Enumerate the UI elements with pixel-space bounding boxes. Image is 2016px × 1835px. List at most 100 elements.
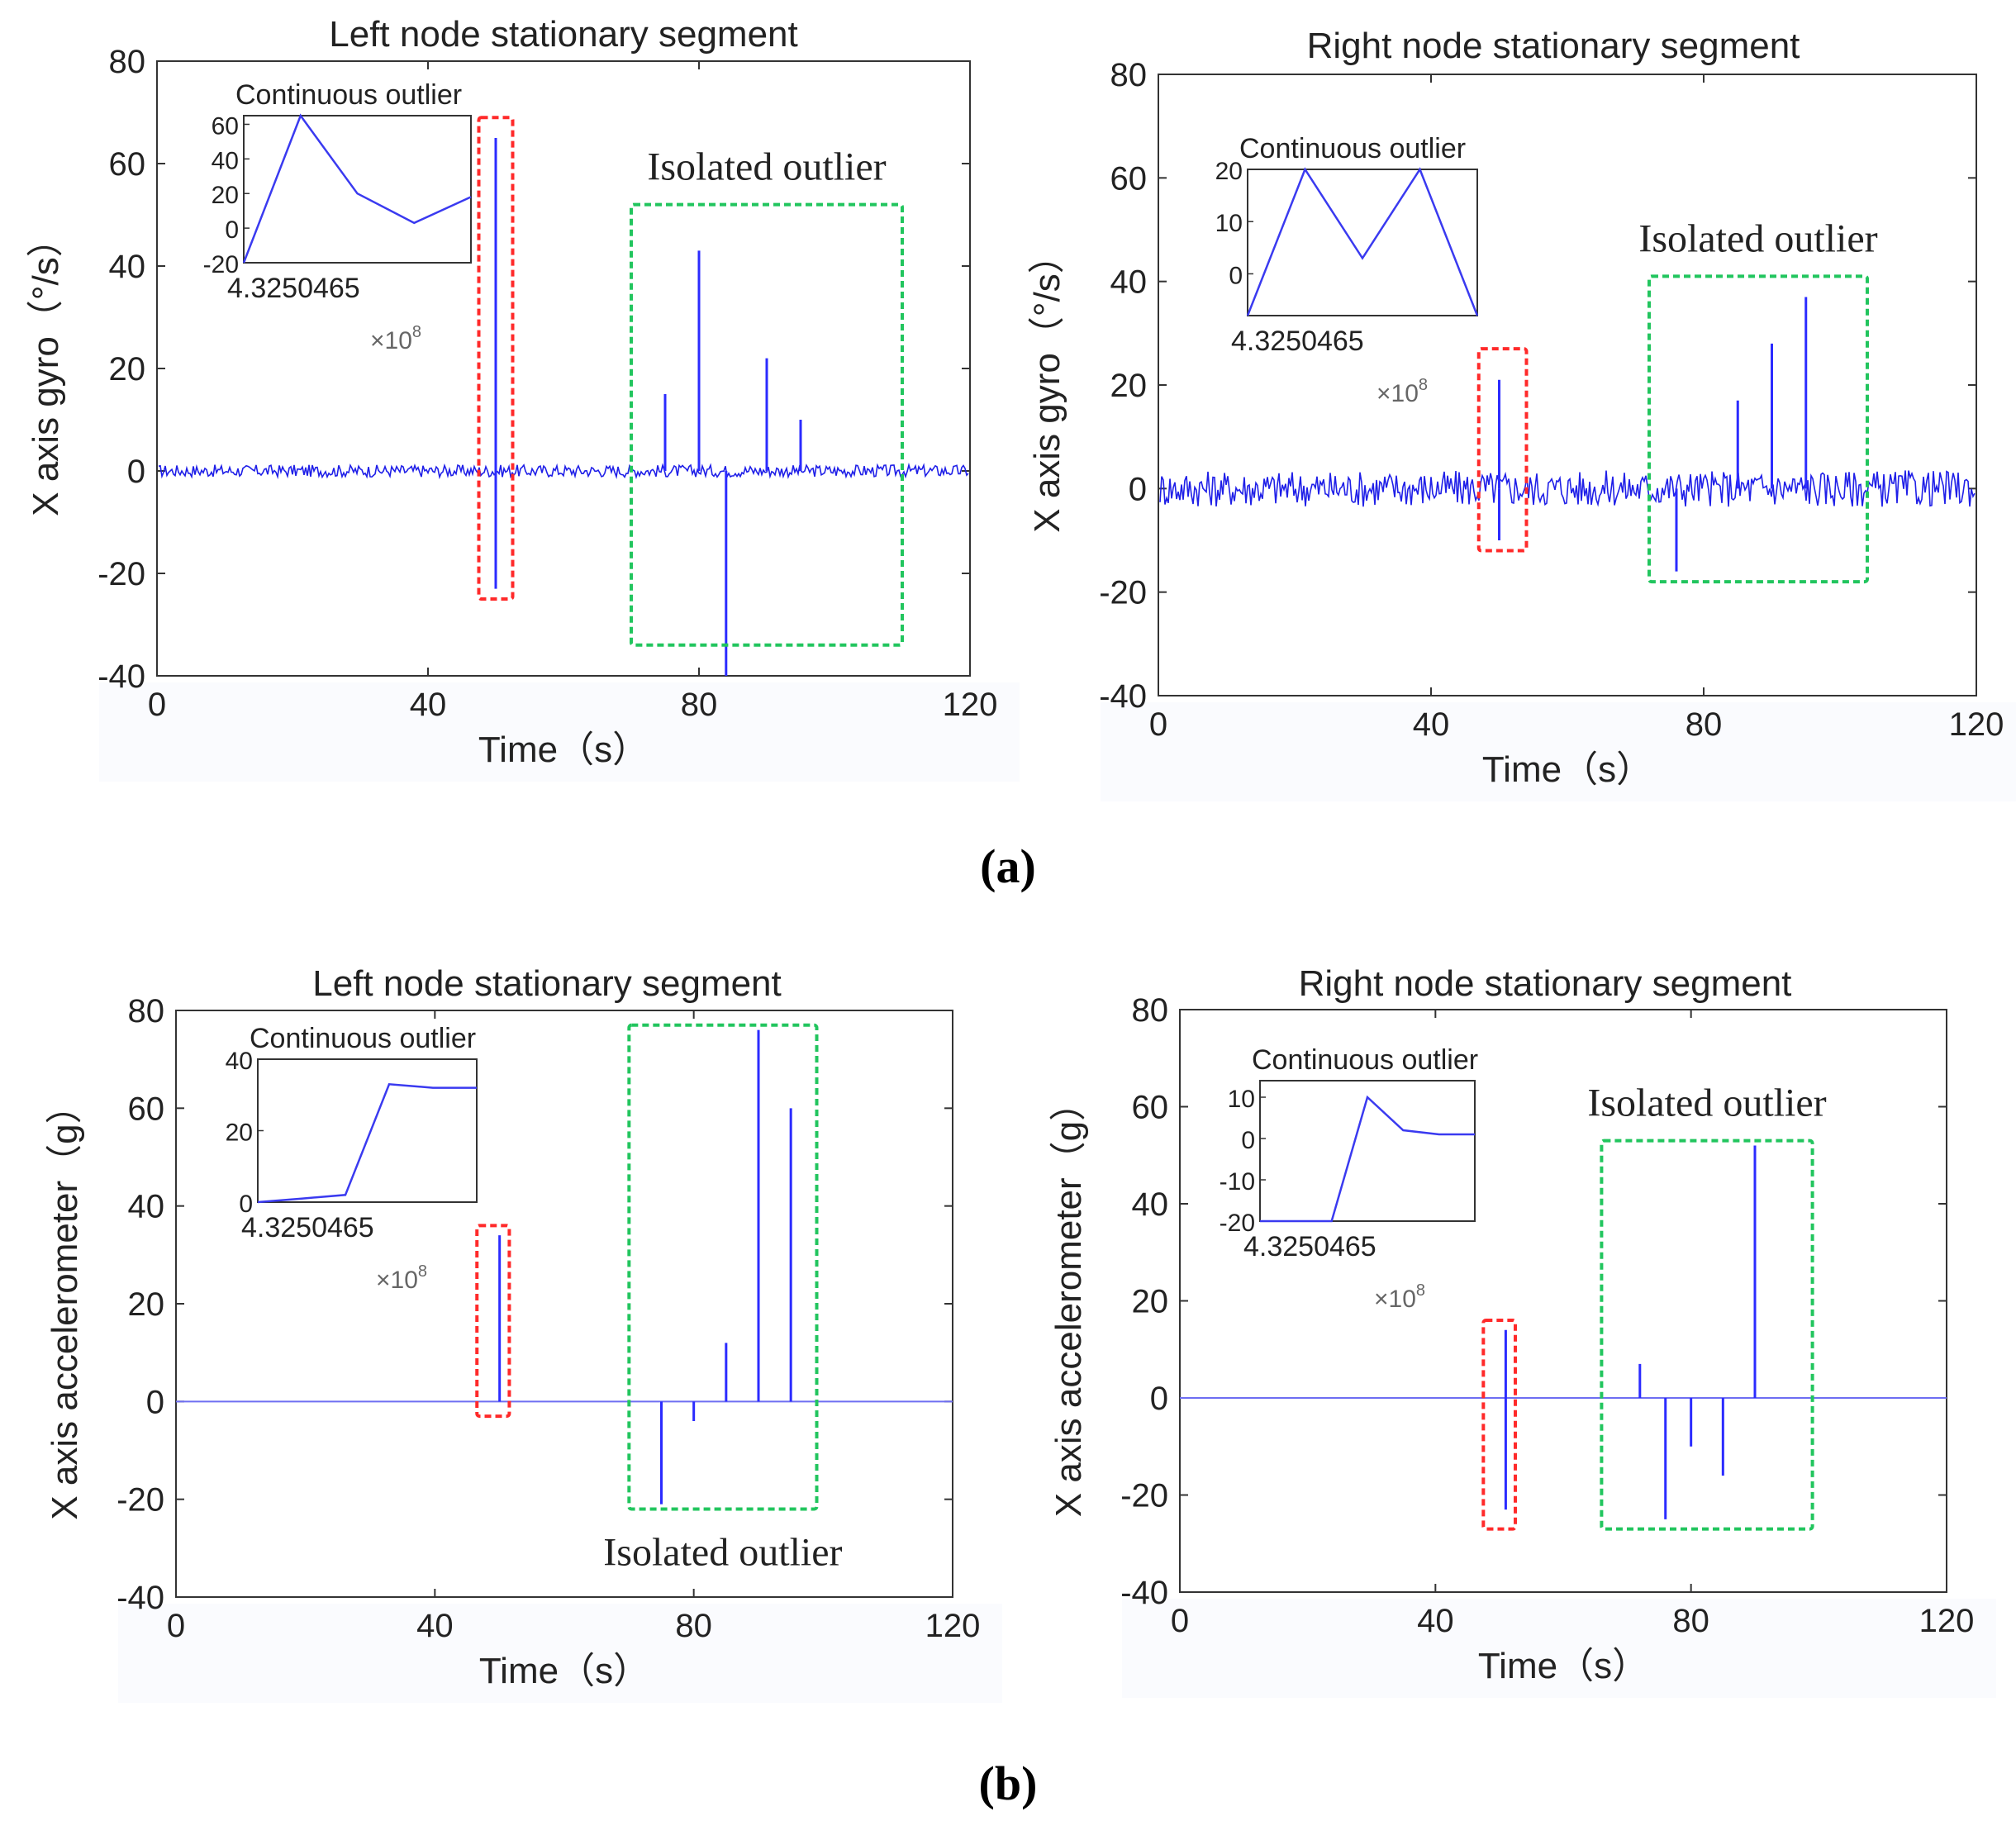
x-tick-label: 40 [1417, 1603, 1454, 1639]
y-tick-label: 60 [1132, 1090, 1169, 1126]
inset-frame [243, 115, 472, 264]
y-axis-label: X axis accelerometer（g） [1048, 1085, 1089, 1517]
chart-title: Left node stationary segment [312, 963, 781, 1004]
inset-y-tick-label: 20 [226, 1120, 253, 1147]
inset-frame [257, 1058, 478, 1203]
inset-y-tick-label: 0 [225, 216, 239, 244]
y-tick-label: 80 [1110, 57, 1148, 93]
continuous-outlier-box [1481, 1319, 1518, 1531]
y-tick-label: 60 [1110, 160, 1148, 197]
y-tick-label: 60 [109, 146, 146, 183]
y-tick-label: 20 [109, 351, 146, 387]
panel-label-b: (b) [978, 1757, 1038, 1810]
inset-x-label: 4.3250465 [241, 1212, 374, 1243]
x-axis-label: Time（s） [1482, 749, 1652, 790]
continuous-outlier-box [1476, 347, 1529, 553]
y-tick-label: 40 [128, 1189, 165, 1225]
y-tick-label: 20 [1110, 368, 1148, 404]
inset-frame [1247, 169, 1478, 316]
isolated-outlier-box [1600, 1139, 1814, 1531]
inset-y-tick-label: 40 [226, 1048, 253, 1075]
inset-title: Continuous outlier [235, 79, 462, 111]
chart-2: Right node stationary segment -40 -20 0 20 40… [1027, 26, 2016, 801]
y-tick-label: 40 [1132, 1186, 1169, 1223]
y-tick-label: 40 [1110, 264, 1148, 301]
y-tick-label: -20 [116, 1482, 164, 1519]
inset-y-tick-label: 0 [1229, 262, 1243, 289]
isolated-outlier-box [627, 1023, 819, 1511]
axis-background [99, 682, 1020, 782]
inset-y-tick-label: 0 [239, 1191, 253, 1218]
y-tick-label: 0 [1150, 1381, 1168, 1417]
inset-y-tick-label: 40 [212, 147, 239, 174]
isolated-outlier-label: Isolated outlier [603, 1531, 842, 1575]
x-tick-label: 120 [925, 1608, 981, 1644]
inset-y-tick-label: -20 [1220, 1210, 1255, 1237]
x-tick-label: 0 [1171, 1603, 1189, 1639]
y-tick-label: 80 [1132, 992, 1169, 1029]
chart-1: Left node stationary segment -40 -20 0 20 40 6… [26, 14, 1020, 782]
isolated-outlier-label: Isolated outlier [647, 145, 886, 189]
chart-4: Right node stationary segment -40 -20 0 20 40… [1048, 963, 1996, 1698]
y-tick-label: -40 [1099, 678, 1147, 715]
inset-y-tick-label: 20 [212, 182, 239, 209]
inset-title: Continuous outlier [1252, 1044, 1478, 1076]
x-tick-label: 0 [167, 1608, 185, 1644]
inset-y-tick-label: 60 [212, 112, 239, 140]
axis-background [118, 1604, 1002, 1703]
x-tick-label: 120 [943, 687, 998, 723]
inset-x-label: 4.3250465 [227, 273, 360, 304]
inset-y-tick-label: 10 [1228, 1086, 1255, 1113]
y-axis-label: X axis gyro（°/s） [1027, 237, 1067, 532]
series-noise-line [158, 462, 969, 480]
y-tick-label: -40 [116, 1580, 164, 1616]
x-tick-label: 40 [1413, 706, 1450, 743]
axis-background [1101, 702, 2016, 801]
inset-multiplier-exponent: 8 [1416, 1281, 1425, 1300]
series-noise-line [1159, 470, 1976, 507]
inset-y-tick-label: -10 [1220, 1168, 1255, 1196]
inset-y-tick-label: 10 [1215, 210, 1243, 237]
inset-series-line [257, 1082, 477, 1204]
continuous-outlier-box [475, 1224, 511, 1419]
y-tick-label: -40 [97, 658, 145, 695]
x-axis-label: Time（s） [1478, 1646, 1648, 1686]
x-axis-label: Time（s） [479, 1651, 649, 1691]
inset-y-tick-label: 20 [1215, 158, 1243, 185]
chart-3: Left node stationary segment -40 -20 0 20 40 6… [45, 963, 1002, 1703]
y-tick-label: 80 [109, 44, 146, 80]
isolated-outlier-label: Isolated outlier [1638, 216, 1877, 260]
inset-plot: Continuous outlier-2002040604.3250465×10… [203, 79, 472, 354]
inset-y-tick-label: 0 [1241, 1127, 1255, 1154]
y-tick-label: 0 [146, 1384, 164, 1420]
y-tick-label: -20 [97, 556, 145, 592]
y-tick-label: 80 [128, 993, 165, 1029]
isolated-outlier-box [630, 202, 904, 647]
x-tick-label: 80 [675, 1608, 712, 1644]
plot-frame [1158, 74, 1977, 696]
inset-title: Continuous outlier [250, 1023, 476, 1054]
y-tick-label: 60 [128, 1091, 165, 1127]
x-tick-label: 40 [410, 687, 447, 723]
inset-series-line [1246, 167, 1479, 316]
chart-title: Right node stationary segment [1299, 963, 1792, 1004]
inset-multiplier-exponent: 8 [412, 323, 421, 341]
axis-background [1122, 1599, 1996, 1698]
x-tick-label: 80 [1672, 1603, 1709, 1639]
x-tick-label: 0 [148, 687, 166, 723]
inset-frame [1259, 1080, 1476, 1222]
y-tick-label: 0 [1129, 471, 1147, 507]
chart-title: Right node stationary segment [1307, 26, 1800, 66]
x-tick-label: 120 [1919, 1603, 1975, 1639]
chart-title: Left node stationary segment [329, 14, 797, 55]
inset-x-label: 4.3250465 [1231, 326, 1364, 357]
x-tick-label: 80 [1686, 706, 1723, 743]
inset-series-line [242, 113, 472, 264]
inset-y-tick-label: -20 [203, 251, 239, 278]
inset-multiplier-exponent: 8 [1419, 376, 1428, 394]
y-axis-label: X axis accelerometer（g） [45, 1087, 85, 1519]
